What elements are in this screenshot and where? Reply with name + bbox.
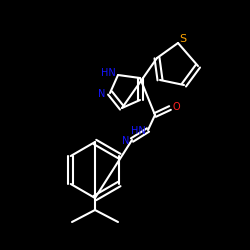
Text: O: O bbox=[172, 102, 180, 112]
Text: N: N bbox=[98, 89, 106, 99]
Text: HN: HN bbox=[100, 68, 116, 78]
Text: N: N bbox=[122, 136, 130, 146]
Text: HN: HN bbox=[130, 126, 146, 136]
Text: S: S bbox=[180, 34, 186, 44]
